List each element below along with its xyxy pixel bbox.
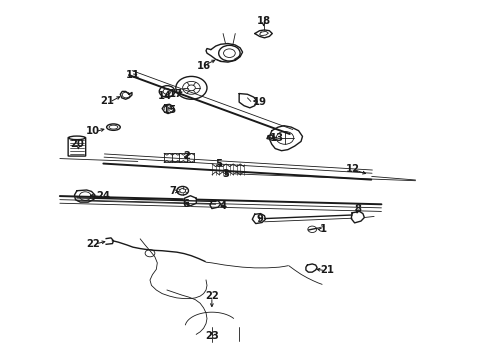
Text: 4: 4 bbox=[220, 201, 227, 211]
Text: 2: 2 bbox=[183, 151, 190, 161]
Text: 14: 14 bbox=[157, 91, 171, 101]
Ellipse shape bbox=[69, 136, 85, 140]
Text: 24: 24 bbox=[97, 191, 111, 201]
Text: 20: 20 bbox=[70, 139, 84, 149]
Text: 11: 11 bbox=[126, 69, 140, 80]
Text: 9: 9 bbox=[256, 213, 263, 224]
Text: 15: 15 bbox=[162, 105, 176, 115]
Text: 21: 21 bbox=[320, 265, 334, 275]
Text: 21: 21 bbox=[100, 96, 115, 107]
Text: 17: 17 bbox=[169, 89, 183, 99]
Text: 18: 18 bbox=[256, 17, 270, 26]
Text: 1: 1 bbox=[319, 224, 326, 234]
Text: 7: 7 bbox=[170, 186, 176, 196]
Text: 8: 8 bbox=[355, 203, 362, 213]
Polygon shape bbox=[185, 196, 196, 206]
Text: 16: 16 bbox=[196, 61, 211, 71]
Text: 10: 10 bbox=[86, 126, 100, 136]
Text: 13: 13 bbox=[270, 133, 284, 143]
Text: 6: 6 bbox=[182, 199, 189, 209]
Text: 22: 22 bbox=[86, 239, 100, 249]
Text: 3: 3 bbox=[222, 168, 229, 179]
Text: 12: 12 bbox=[346, 163, 360, 174]
Text: 19: 19 bbox=[253, 97, 267, 107]
FancyBboxPatch shape bbox=[68, 138, 86, 156]
Text: 23: 23 bbox=[205, 332, 219, 342]
Text: 5: 5 bbox=[215, 158, 221, 168]
Text: 22: 22 bbox=[205, 291, 219, 301]
